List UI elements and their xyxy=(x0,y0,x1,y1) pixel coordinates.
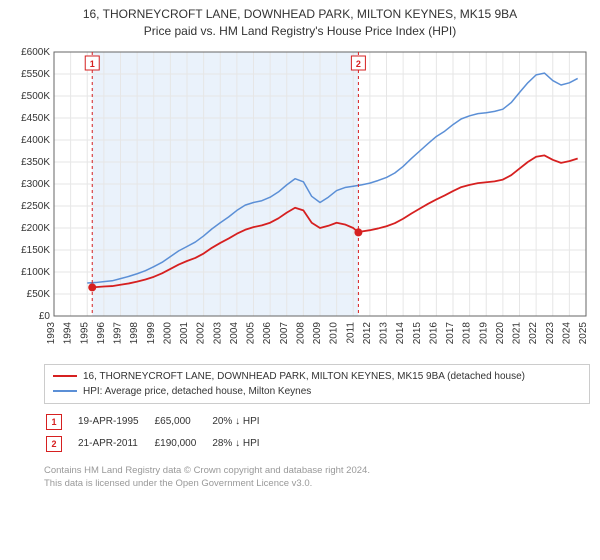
svg-text:2004: 2004 xyxy=(229,321,240,344)
svg-text:2019: 2019 xyxy=(478,321,489,344)
svg-text:£350K: £350K xyxy=(21,157,50,168)
svg-text:2009: 2009 xyxy=(312,321,323,344)
svg-text:1996: 1996 xyxy=(96,321,107,344)
svg-text:2008: 2008 xyxy=(295,321,306,344)
svg-text:2002: 2002 xyxy=(196,321,207,344)
svg-text:£450K: £450K xyxy=(21,113,50,124)
title-line-1: 16, THORNEYCROFT LANE, DOWNHEAD PARK, MI… xyxy=(10,6,590,23)
svg-text:2005: 2005 xyxy=(246,321,257,344)
svg-text:1999: 1999 xyxy=(146,321,157,344)
marker-badge-1: 1 xyxy=(46,414,62,430)
license-text: Contains HM Land Registry data © Crown c… xyxy=(44,464,590,491)
svg-text:£0: £0 xyxy=(39,311,51,322)
svg-text:£550K: £550K xyxy=(21,69,50,80)
svg-text:1994: 1994 xyxy=(63,321,74,344)
marker-price: £190,000 xyxy=(155,434,211,454)
svg-text:2017: 2017 xyxy=(445,321,456,344)
marker-badge-2: 2 xyxy=(46,436,62,452)
svg-text:2003: 2003 xyxy=(212,321,223,344)
plot-area: £0 £50K £100K £150K £200K £250K £300K £350K £400… xyxy=(10,46,590,356)
svg-text:£250K: £250K xyxy=(21,201,50,212)
marker-price: £65,000 xyxy=(155,412,211,432)
svg-text:2016: 2016 xyxy=(428,321,439,344)
svg-text:£300K: £300K xyxy=(21,179,50,190)
svg-text:£50K: £50K xyxy=(27,289,51,300)
marker-row: 2 21-APR-2011 £190,000 28% ↓ HPI xyxy=(46,434,274,454)
svg-text:2006: 2006 xyxy=(262,321,273,344)
legend-row-hpi: HPI: Average price, detached house, Milt… xyxy=(53,384,581,399)
svg-text:2015: 2015 xyxy=(412,321,423,344)
marker-delta: 28% ↓ HPI xyxy=(212,434,273,454)
svg-text:1998: 1998 xyxy=(129,321,140,344)
legend-row-price-paid: 16, THORNEYCROFT LANE, DOWNHEAD PARK, MI… xyxy=(53,369,581,384)
marker-delta: 20% ↓ HPI xyxy=(212,412,273,432)
svg-text:£100K: £100K xyxy=(21,267,50,278)
license-line-1: Contains HM Land Registry data © Crown c… xyxy=(44,464,590,477)
marker-date: 19-APR-1995 xyxy=(78,412,153,432)
marker-row: 1 19-APR-1995 £65,000 20% ↓ HPI xyxy=(46,412,274,432)
svg-text:2025: 2025 xyxy=(578,321,589,344)
svg-text:2007: 2007 xyxy=(279,321,290,344)
svg-text:2024: 2024 xyxy=(561,321,572,344)
svg-text:£400K: £400K xyxy=(21,135,50,146)
svg-text:£500K: £500K xyxy=(21,91,50,102)
svg-text:1: 1 xyxy=(90,59,95,69)
svg-text:1997: 1997 xyxy=(113,321,124,344)
license-line-2: This data is licensed under the Open Gov… xyxy=(44,477,590,490)
svg-text:2022: 2022 xyxy=(528,321,539,344)
svg-text:2011: 2011 xyxy=(345,321,356,343)
svg-text:2014: 2014 xyxy=(395,321,406,344)
svg-text:2010: 2010 xyxy=(329,321,340,344)
plot-svg: £0 £50K £100K £150K £200K £250K £300K £350K £400… xyxy=(10,46,590,356)
legend-label: HPI: Average price, detached house, Milt… xyxy=(83,384,311,399)
svg-text:2001: 2001 xyxy=(179,321,190,344)
svg-text:2021: 2021 xyxy=(512,321,523,344)
svg-text:1993: 1993 xyxy=(46,321,57,344)
svg-text:2012: 2012 xyxy=(362,321,373,344)
legend-label: 16, THORNEYCROFT LANE, DOWNHEAD PARK, MI… xyxy=(83,369,525,384)
legend-swatch xyxy=(53,390,77,392)
svg-text:2018: 2018 xyxy=(462,321,473,344)
title-line-2: Price paid vs. HM Land Registry's House … xyxy=(10,23,590,40)
svg-text:2013: 2013 xyxy=(379,321,390,344)
legend-swatch xyxy=(53,375,77,377)
svg-text:2020: 2020 xyxy=(495,321,506,344)
marker-date: 21-APR-2011 xyxy=(78,434,153,454)
svg-text:2023: 2023 xyxy=(545,321,556,344)
svg-text:£150K: £150K xyxy=(21,245,50,256)
svg-text:2: 2 xyxy=(356,59,361,69)
svg-text:1995: 1995 xyxy=(79,321,90,344)
chart-container: 16, THORNEYCROFT LANE, DOWNHEAD PARK, MI… xyxy=(0,0,600,490)
markers-table: 1 19-APR-1995 £65,000 20% ↓ HPI 2 21-APR… xyxy=(44,410,276,456)
svg-text:2000: 2000 xyxy=(162,321,173,344)
chart-title: 16, THORNEYCROFT LANE, DOWNHEAD PARK, MI… xyxy=(0,0,600,42)
svg-text:£200K: £200K xyxy=(21,223,50,234)
svg-text:£600K: £600K xyxy=(21,47,50,58)
legend: 16, THORNEYCROFT LANE, DOWNHEAD PARK, MI… xyxy=(44,364,590,404)
